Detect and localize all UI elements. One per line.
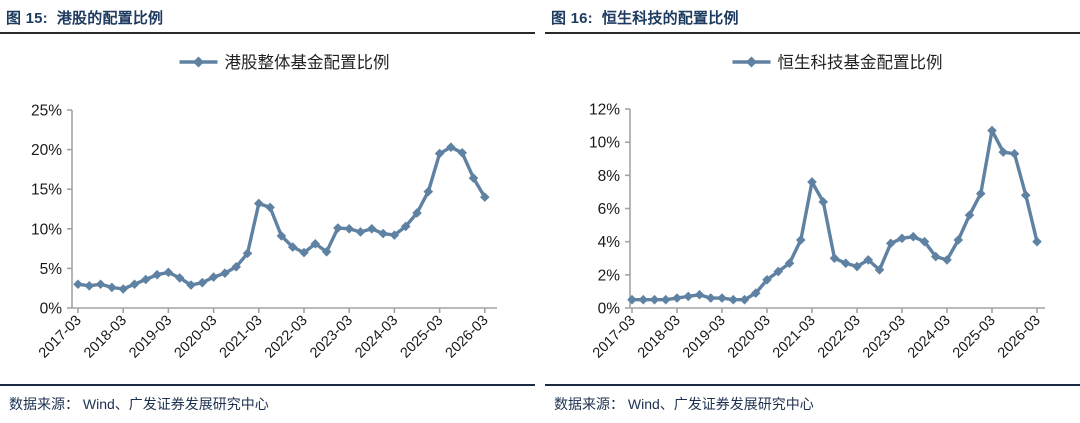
svg-text:2017-03: 2017-03 xyxy=(590,313,639,362)
svg-text:2%: 2% xyxy=(598,267,621,284)
svg-text:2018-03: 2018-03 xyxy=(81,313,130,362)
svg-text:10%: 10% xyxy=(31,221,62,238)
figure-title-text: 港股的配置比例 xyxy=(56,10,164,27)
hk-allocation-line-chart: 0%5%10%15%20%25%2017-032018-032019-03202… xyxy=(31,53,497,361)
svg-text:恒生科技基金配置比例: 恒生科技基金配置比例 xyxy=(778,53,943,72)
svg-text:2024-03: 2024-03 xyxy=(905,313,954,362)
series-line xyxy=(76,145,487,291)
svg-text:2026-03: 2026-03 xyxy=(995,313,1044,362)
y-axis-labels: 0% 2% 4% 6% 8% 10% 12% xyxy=(589,102,630,318)
svg-text:2023-03: 2023-03 xyxy=(307,313,356,362)
svg-text:0%: 0% xyxy=(598,301,621,318)
figure-number: 图 15: xyxy=(6,10,48,27)
figure-title-text: 恒生科技的配置比例 xyxy=(601,10,739,27)
hstech-allocation-line-chart: 0%2%4%6%8%10%12%2017-032018-032019-03202… xyxy=(589,53,1045,361)
figure-panel-hk: 图 15: 港股的配置比例 0% 5% 10% 15% 20% 25% 2017-03 2018… xyxy=(0,0,535,423)
svg-text:0%: 0% xyxy=(40,301,63,318)
svg-text:10%: 10% xyxy=(589,135,620,152)
svg-text:2018-03: 2018-03 xyxy=(635,313,684,362)
svg-text:4%: 4% xyxy=(598,234,621,251)
svg-text:2017-03: 2017-03 xyxy=(36,313,85,362)
series-markers xyxy=(73,142,490,294)
svg-text:2020-03: 2020-03 xyxy=(171,313,220,362)
figure-title: 图 15: 港股的配置比例 xyxy=(0,0,535,34)
svg-text:15%: 15% xyxy=(31,182,62,199)
figure-number: 图 16: xyxy=(551,10,593,27)
svg-text:25%: 25% xyxy=(31,103,62,120)
axes xyxy=(71,110,497,309)
y-axis-labels: 0% 5% 10% 15% 20% 25% xyxy=(31,103,72,318)
svg-text:2021-03: 2021-03 xyxy=(770,313,819,362)
svg-text:2025-03: 2025-03 xyxy=(397,313,446,362)
figure-title: 图 16: 恒生科技的配置比例 xyxy=(545,0,1080,34)
axes xyxy=(629,109,1045,309)
svg-text:2023-03: 2023-03 xyxy=(860,313,909,362)
data-source: 数据来源： Wind、广发证券发展研究中心 xyxy=(0,384,535,414)
svg-text:2026-03: 2026-03 xyxy=(443,313,492,362)
svg-text:12%: 12% xyxy=(589,102,620,119)
svg-text:8%: 8% xyxy=(598,168,621,185)
svg-text:2019-03: 2019-03 xyxy=(126,313,175,362)
svg-text:2022-03: 2022-03 xyxy=(262,313,311,362)
svg-text:港股整体基金配置比例: 港股整体基金配置比例 xyxy=(225,53,390,72)
svg-text:2025-03: 2025-03 xyxy=(950,313,999,362)
series-line xyxy=(630,128,1039,302)
svg-text:2022-03: 2022-03 xyxy=(815,313,864,362)
figure-panel-hstech: 图 16: 恒生科技的配置比例 0% 2% 4% 6% 8% 10% 12% 2017-03 20… xyxy=(545,0,1080,423)
svg-text:2024-03: 2024-03 xyxy=(352,313,401,362)
svg-text:2021-03: 2021-03 xyxy=(217,313,266,362)
x-axis-labels: 2017-032018-032019-032020-032021-032022-… xyxy=(590,308,1044,361)
svg-text:20%: 20% xyxy=(31,142,62,159)
svg-text:6%: 6% xyxy=(598,201,621,218)
svg-text:5%: 5% xyxy=(40,261,63,278)
svg-text:2020-03: 2020-03 xyxy=(725,313,774,362)
svg-text:2019-03: 2019-03 xyxy=(680,313,729,362)
data-source: 数据来源： Wind、广发证券发展研究中心 xyxy=(545,384,1080,414)
legend: 恒生科技基金配置比例 xyxy=(732,53,943,72)
series-markers xyxy=(627,125,1042,305)
x-axis-labels: 2017-032018-032019-032020-032021-032022-… xyxy=(36,308,492,361)
legend: 港股整体基金配置比例 xyxy=(179,53,390,72)
